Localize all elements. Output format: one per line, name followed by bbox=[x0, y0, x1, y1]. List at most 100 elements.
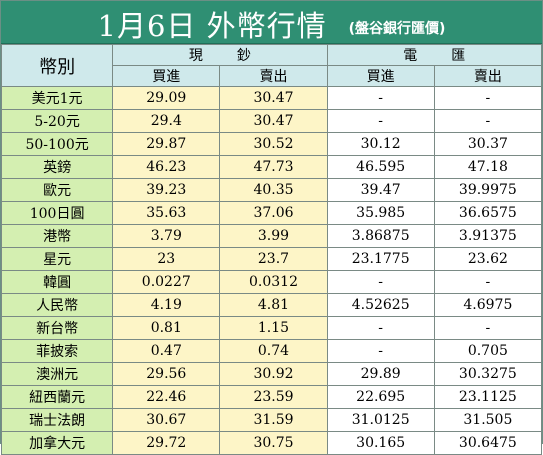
cash-buy-cell: 29.09 bbox=[112, 86, 221, 110]
wire-buy-header: 買進 bbox=[326, 65, 435, 87]
cash-buy-cell: 35.63 bbox=[112, 201, 221, 225]
cash-sell-cell: 3.99 bbox=[219, 224, 328, 248]
wire-buy-cell: - bbox=[326, 109, 435, 133]
table-row: 100日圓 35.63 37.06 35.985 36.6575 bbox=[0, 201, 543, 225]
table-row: 加拿大元 29.72 30.75 30.165 30.6475 bbox=[0, 431, 543, 455]
cash-buy-cell: 29.4 bbox=[112, 109, 221, 133]
table-row: 澳洲元 29.56 30.92 29.89 30.3275 bbox=[0, 362, 543, 386]
wire-buy-cell: 3.86875 bbox=[326, 224, 435, 248]
cash-sell-cell: 23.59 bbox=[219, 385, 328, 409]
cash-buy-cell: 29.87 bbox=[112, 132, 221, 156]
cash-sell-cell: 30.52 bbox=[219, 132, 328, 156]
wire-sell-cell: - bbox=[433, 270, 543, 294]
wire-sell-cell: 23.1125 bbox=[433, 385, 543, 409]
currency-cell: 新台幣 bbox=[0, 316, 114, 340]
page-title: 1月6日 外幣行情 bbox=[97, 9, 327, 43]
cash-buy-cell: 4.19 bbox=[112, 293, 221, 317]
wire-sell-cell: 39.9975 bbox=[433, 178, 543, 202]
wire-sell-cell: 30.6475 bbox=[433, 431, 543, 455]
currency-cell: 港幣 bbox=[0, 224, 114, 248]
wire-buy-cell: 31.0125 bbox=[326, 408, 435, 432]
wire-sell-cell: 31.505 bbox=[433, 408, 543, 432]
currency-cell: 50-100元 bbox=[0, 132, 114, 156]
cash-sell-cell: 30.47 bbox=[219, 86, 328, 110]
table-body: 美元1元 29.09 30.47- -5-20元 29.4 30.47- -50-100元 2… bbox=[0, 86, 543, 455]
wire-buy-cell: - bbox=[326, 86, 435, 110]
wire-buy-cell: 30.165 bbox=[326, 431, 435, 455]
table-row: 瑞士法朗 30.67 31.59 31.0125 31.505 bbox=[0, 408, 543, 432]
wire-buy-cell: 22.695 bbox=[326, 385, 435, 409]
currency-cell: 韓圓 bbox=[0, 270, 114, 294]
cash-sell-cell: 23.7 bbox=[219, 247, 328, 271]
wire-buy-cell: 4.52625 bbox=[326, 293, 435, 317]
cash-buy-cell: 0.81 bbox=[112, 316, 221, 340]
table-row: 歐元 39.23 40.35 39.47 39.9975 bbox=[0, 178, 543, 202]
wire-buy-cell: 35.985 bbox=[326, 201, 435, 225]
currency-cell: 英鎊 bbox=[0, 155, 114, 179]
wire-buy-cell: 30.12 bbox=[326, 132, 435, 156]
cash-buy-cell: 0.47 bbox=[112, 339, 221, 363]
exchange-rate-table: 幣別 現鈔 電匯 買進 賣出 買進 賣出 美元1元 29.09 30.47- -5-2… bbox=[0, 44, 543, 455]
currency-cell: 紐西蘭元 bbox=[0, 385, 114, 409]
cash-buy-cell: 3.79 bbox=[112, 224, 221, 248]
cash-buy-cell: 22.46 bbox=[112, 385, 221, 409]
table-row: 50-100元 29.87 30.52 30.12 30.37 bbox=[0, 132, 543, 156]
cash-sell-cell: 30.75 bbox=[219, 431, 328, 455]
table-row: 美元1元 29.09 30.47- - bbox=[0, 86, 543, 110]
currency-cell: 歐元 bbox=[0, 178, 114, 202]
wire-buy-cell: 29.89 bbox=[326, 362, 435, 386]
cash-sell-cell: 30.47 bbox=[219, 109, 328, 133]
table-row: 新台幣 0.81 1.15- - bbox=[0, 316, 543, 340]
cash-buy-cell: 39.23 bbox=[112, 178, 221, 202]
wire-sell-cell: 30.37 bbox=[433, 132, 543, 156]
cash-buy-header: 買進 bbox=[112, 65, 221, 87]
wire-sell-header: 賣出 bbox=[433, 65, 543, 87]
cash-buy-cell: 30.67 bbox=[112, 408, 221, 432]
currency-cell: 美元1元 bbox=[0, 86, 114, 110]
currency-cell: 人民幣 bbox=[0, 293, 114, 317]
wire-sell-cell: - bbox=[433, 109, 543, 133]
wire-sell-cell: 4.6975 bbox=[433, 293, 543, 317]
wire-buy-cell: - bbox=[326, 339, 435, 363]
wire-sell-cell: - bbox=[433, 316, 543, 340]
currency-cell: 100日圓 bbox=[0, 201, 114, 225]
wire-sell-cell: 23.62 bbox=[433, 247, 543, 271]
currency-cell: 菲披索 bbox=[0, 339, 114, 363]
table-row: 星元 23 23.7 23.1775 23.62 bbox=[0, 247, 543, 271]
wire-buy-cell: - bbox=[326, 270, 435, 294]
wire-sell-cell: 0.705 bbox=[433, 339, 543, 363]
cash-sell-cell: 30.92 bbox=[219, 362, 328, 386]
table-row: 人民幣 4.19 4.81 4.52625 4.6975 bbox=[0, 293, 543, 317]
wire-sell-cell: 30.3275 bbox=[433, 362, 543, 386]
table-row: 紐西蘭元 22.46 23.59 22.695 23.1125 bbox=[0, 385, 543, 409]
cash-group-header: 現鈔 bbox=[112, 44, 328, 66]
table-row: 5-20元 29.4 30.47- - bbox=[0, 109, 543, 133]
wire-buy-cell: - bbox=[326, 316, 435, 340]
cash-sell-cell: 31.59 bbox=[219, 408, 328, 432]
currency-cell: 澳洲元 bbox=[0, 362, 114, 386]
cash-sell-cell: 40.35 bbox=[219, 178, 328, 202]
cash-sell-cell: 0.74 bbox=[219, 339, 328, 363]
cash-sell-cell: 37.06 bbox=[219, 201, 328, 225]
wire-sell-cell: 3.91375 bbox=[433, 224, 543, 248]
wire-buy-cell: 39.47 bbox=[326, 178, 435, 202]
currency-cell: 瑞士法朗 bbox=[0, 408, 114, 432]
cash-buy-cell: 0.0227 bbox=[112, 270, 221, 294]
cash-buy-cell: 29.56 bbox=[112, 362, 221, 386]
table-row: 菲披索 0.47 0.74-0.705 bbox=[0, 339, 543, 363]
table-row: 英鎊 46.23 47.73 46.595 47.18 bbox=[0, 155, 543, 179]
page-subtitle: (盤谷銀行匯價) bbox=[348, 21, 446, 37]
wire-sell-cell: - bbox=[433, 86, 543, 110]
wire-sell-cell: 36.6575 bbox=[433, 201, 543, 225]
cash-sell-cell: 0.0312 bbox=[219, 270, 328, 294]
table-header: 幣別 現鈔 電匯 買進 賣出 買進 賣出 bbox=[0, 44, 543, 87]
cash-sell-cell: 4.81 bbox=[219, 293, 328, 317]
cash-sell-cell: 1.15 bbox=[219, 316, 328, 340]
cash-buy-cell: 29.72 bbox=[112, 431, 221, 455]
table-row: 韓圓 0.0227 0.0312- - bbox=[0, 270, 543, 294]
title-bar: 1月6日 外幣行情 (盤谷銀行匯價) bbox=[1, 1, 542, 44]
cash-sell-header: 賣出 bbox=[219, 65, 328, 87]
currency-column-header: 幣別 bbox=[0, 44, 114, 87]
wire-sell-cell: 47.18 bbox=[433, 155, 543, 179]
wire-group-header: 電匯 bbox=[326, 44, 543, 66]
